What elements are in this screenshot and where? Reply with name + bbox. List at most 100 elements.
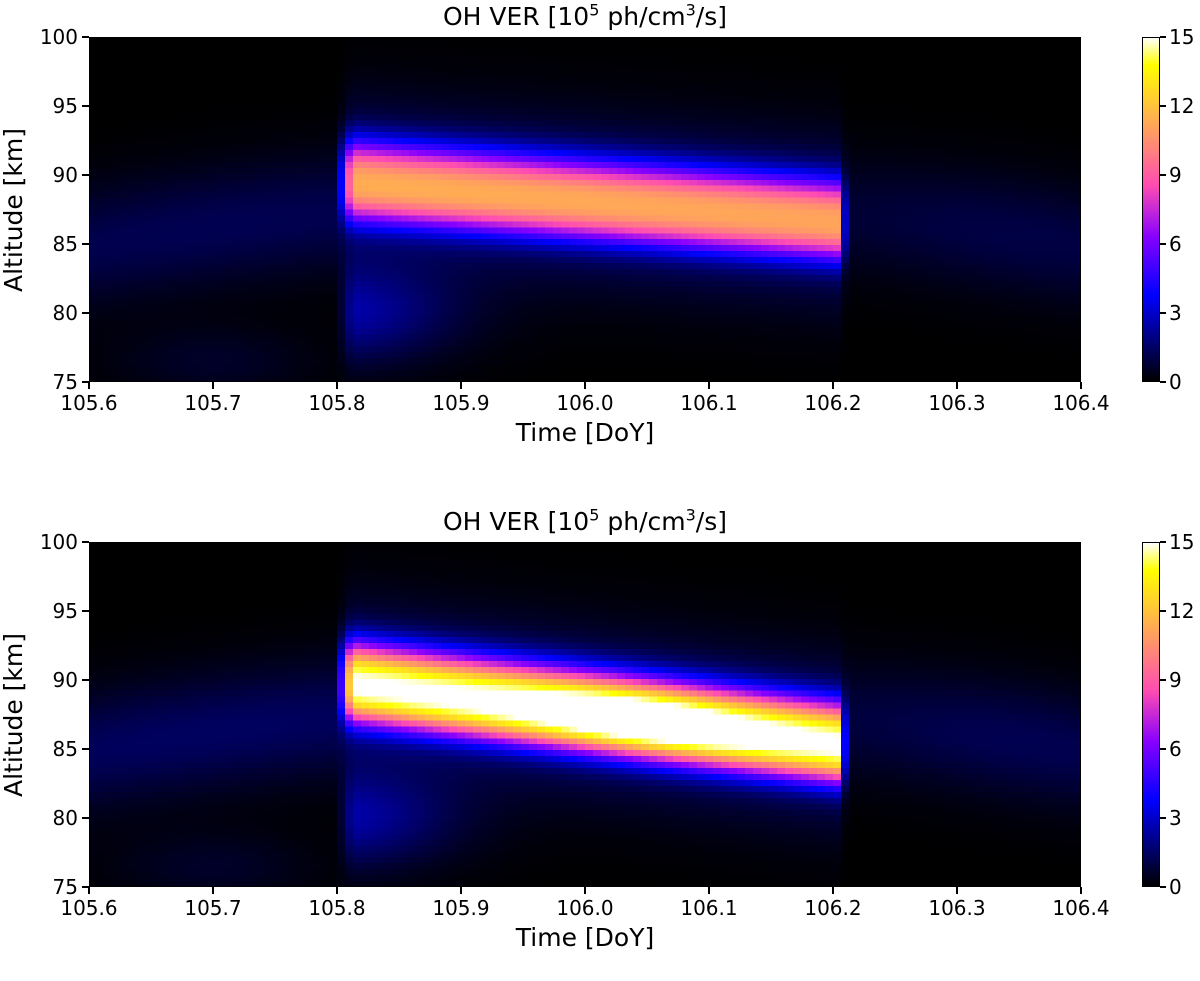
y-axis-label: Altitude [km] [0,128,28,292]
x-axis-label: Time [DoY] [515,923,655,952]
y-tick-label: 85 [52,232,78,256]
y-tick-label: 75 [52,875,78,899]
x-tick-label: 106.2 [804,391,862,415]
title-text-end: /s] [695,2,727,31]
colorbar-tick-label: 15 [1169,25,1195,49]
x-tick-label: 106.0 [556,391,614,415]
x-tick-mark [584,887,586,894]
x-tick-mark [708,887,710,894]
x-tick-mark [956,887,958,894]
x-tick-mark [336,382,338,389]
y-tick-mark [82,610,89,612]
x-tick-mark [584,382,586,389]
y-tick-mark [82,174,89,176]
x-tick-label: 106.2 [804,896,862,920]
colorbar-tick-label: 6 [1169,737,1182,761]
colorbar-tick-label: 6 [1169,232,1182,256]
title-text: OH VER [10 [443,507,590,536]
x-tick-label: 105.9 [432,896,490,920]
y-tick-mark [82,748,89,750]
x-tick-label: 106.0 [556,896,614,920]
y-tick-label: 80 [52,806,78,830]
x-tick-mark [832,382,834,389]
x-tick-label: 105.6 [60,391,118,415]
x-tick-mark [88,382,90,389]
title-text-end: /s] [695,507,727,536]
colorbar [1142,37,1160,382]
colorbar-gradient [1142,542,1160,887]
y-tick-mark [82,541,89,543]
colorbar-tick-label: 0 [1169,370,1182,394]
y-tick-label: 95 [52,94,78,118]
colorbar-tick-label: 3 [1169,301,1182,325]
title-exponent-unit: 3 [685,505,696,525]
y-tick-mark [82,243,89,245]
y-axis-label: Altitude [km] [0,633,28,797]
colorbar-tick-label: 0 [1169,875,1182,899]
y-tick-label: 80 [52,301,78,325]
heatmap-image [89,542,1081,887]
y-tick-mark [82,886,89,888]
x-axis-label: Time [DoY] [515,418,655,447]
title-exponent-unit: 3 [685,0,696,20]
title-text-unit: ph/cm [599,2,686,31]
y-tick-label: 90 [52,668,78,692]
colorbar-tick-mark [1160,541,1166,543]
x-tick-label: 106.4 [1052,391,1110,415]
colorbar-tick-mark [1160,36,1166,38]
x-tick-mark [832,887,834,894]
colorbar-tick-mark [1160,381,1166,383]
x-tick-label: 106.4 [1052,896,1110,920]
x-tick-mark [1080,887,1082,894]
heatmap-plot-area [89,542,1081,887]
x-tick-mark [88,887,90,894]
y-tick-label: 100 [39,25,78,49]
x-tick-mark [460,382,462,389]
colorbar-tick-mark [1160,610,1166,612]
heatmap-panel-top: OH VER [105 ph/cm3/s] 105.6 105.7 105.8 105… [0,0,1200,476]
y-tick-mark [82,679,89,681]
y-tick-label: 90 [52,163,78,187]
colorbar-tick-label: 9 [1169,163,1182,187]
title-exponent: 5 [589,0,600,20]
title-text: OH VER [10 [443,2,590,31]
colorbar-tick-mark [1160,886,1166,888]
x-tick-mark [708,382,710,389]
x-tick-mark [460,887,462,894]
x-tick-label: 105.8 [308,896,366,920]
y-tick-mark [82,381,89,383]
heatmap-image [89,37,1081,382]
y-tick-mark [82,36,89,38]
colorbar-tick-mark [1160,105,1166,107]
heatmap-plot-area [89,37,1081,382]
colorbar-tick-label: 3 [1169,806,1182,830]
colorbar-tick-mark [1160,243,1166,245]
x-tick-mark [212,887,214,894]
y-tick-label: 100 [39,530,78,554]
colorbar-tick-label: 12 [1169,599,1195,623]
y-tick-mark [82,105,89,107]
colorbar-tick-mark [1160,174,1166,176]
x-tick-label: 106.3 [928,391,986,415]
title-exponent: 5 [589,505,600,525]
x-tick-label: 106.1 [680,391,738,415]
x-tick-label: 105.9 [432,391,490,415]
x-tick-mark [212,382,214,389]
x-tick-label: 105.6 [60,896,118,920]
y-tick-label: 85 [52,737,78,761]
x-tick-label: 105.8 [308,391,366,415]
title-text-unit: ph/cm [599,507,686,536]
colorbar-gradient [1142,37,1160,382]
x-tick-label: 105.7 [184,391,242,415]
x-tick-mark [956,382,958,389]
y-tick-label: 75 [52,370,78,394]
x-tick-mark [1080,382,1082,389]
colorbar-tick-mark [1160,748,1166,750]
x-tick-label: 106.3 [928,896,986,920]
y-tick-mark [82,312,89,314]
colorbar-tick-label: 12 [1169,94,1195,118]
figure: OH VER [105 ph/cm3/s] 105.6 105.7 105.8 105… [0,0,1200,952]
colorbar-tick-mark [1160,817,1166,819]
heatmap-panel-bottom: OH VER [105 ph/cm3/s] 105.6 105.7 105.8 105… [0,505,1200,981]
colorbar-tick-label: 9 [1169,668,1182,692]
